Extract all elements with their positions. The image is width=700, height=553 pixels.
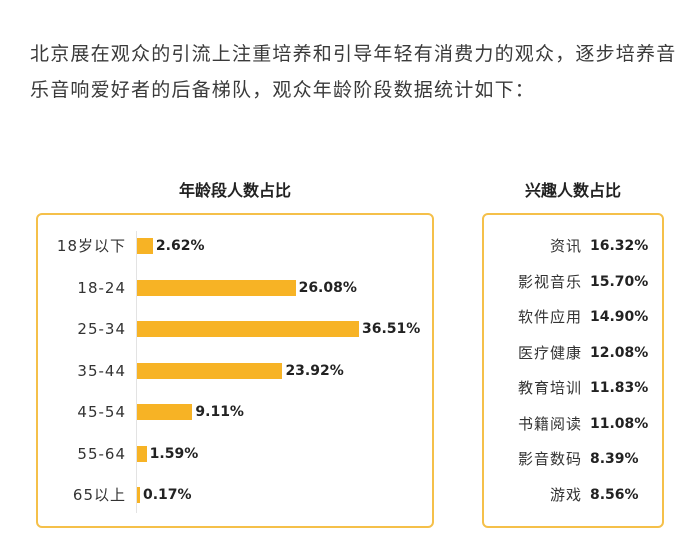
intro-paragraph: 北京展在观众的引流上注重培养和引导年轻有消费力的观众，逐步培养音乐音响爱好者的后… bbox=[30, 43, 677, 101]
interest-value: 11.08% bbox=[590, 415, 649, 432]
interest-value: 14.90% bbox=[590, 309, 649, 325]
age-category-label: 25-34 bbox=[77, 320, 126, 338]
interest-value: 16.32% bbox=[590, 238, 649, 254]
age-bar bbox=[137, 238, 153, 254]
interest-label: 影音数码 bbox=[517, 450, 582, 468]
interest-label: 软件应用 bbox=[517, 308, 582, 326]
age-row: 65以上 0.17% bbox=[38, 484, 432, 506]
age-row: 35-44 23.92% bbox=[38, 360, 432, 382]
interest-value: 8.56% bbox=[590, 486, 639, 503]
interest-row: 游戏 8.56% bbox=[484, 484, 662, 506]
interest-label: 游戏 bbox=[549, 485, 582, 504]
interest-value: 12.08% bbox=[590, 344, 649, 361]
interest-row: 教育培训 11.83% bbox=[484, 377, 662, 399]
age-category-label: 55-64 bbox=[77, 444, 126, 463]
interest-row: 书籍阅读 11.08% bbox=[484, 413, 662, 435]
interest-value: 8.39% bbox=[590, 451, 639, 467]
age-value-label: 26.08% bbox=[298, 279, 357, 296]
interest-value: 11.83% bbox=[590, 380, 649, 396]
age-chart-panel: 18岁以下 2.62% 18-24 26.08% 25-34 36.51% 35-44 23.… bbox=[36, 213, 434, 528]
age-row: 45-54 9.11% bbox=[38, 401, 432, 423]
age-value-label: 0.17% bbox=[143, 487, 192, 503]
age-value-label: 9.11% bbox=[195, 404, 244, 420]
age-value-label: 2.62% bbox=[155, 238, 205, 254]
age-category-label: 18岁以下 bbox=[56, 237, 126, 255]
age-value-label: 23.92% bbox=[285, 362, 344, 379]
age-bar bbox=[137, 362, 283, 379]
age-row: 18岁以下 2.62% bbox=[38, 235, 432, 257]
age-bar bbox=[137, 321, 359, 337]
age-row: 55-64 1.59% bbox=[38, 443, 432, 465]
interest-row: 医疗健康 12.08% bbox=[484, 342, 662, 364]
age-bar bbox=[137, 279, 296, 296]
age-value-label: 36.51% bbox=[362, 321, 421, 337]
chart-axis-line bbox=[136, 231, 137, 513]
interest-table-panel: 资讯 16.32% 影视音乐 15.70% 软件应用 14.90% 医疗健康 12.08% 教育… bbox=[482, 213, 664, 528]
age-value-label: 1.59% bbox=[149, 445, 199, 462]
age-bar bbox=[137, 487, 140, 503]
interest-label: 影视音乐 bbox=[517, 272, 582, 291]
interest-value: 15.70% bbox=[590, 273, 649, 290]
interest-row: 资讯 16.32% bbox=[484, 235, 662, 257]
age-bar bbox=[137, 404, 193, 420]
age-category-label: 45-54 bbox=[77, 403, 126, 421]
age-chart-title: 年龄段人数占比 bbox=[178, 181, 291, 200]
age-bar bbox=[137, 445, 147, 462]
interest-row: 影视音乐 15.70% bbox=[484, 271, 662, 293]
age-row: 18-24 26.08% bbox=[38, 277, 432, 299]
age-row: 25-34 36.51% bbox=[38, 318, 432, 340]
interest-label: 医疗健康 bbox=[517, 343, 582, 362]
interest-table-title: 兴趣人数占比 bbox=[524, 181, 621, 200]
interest-label: 资讯 bbox=[549, 237, 582, 255]
interest-row: 影音数码 8.39% bbox=[484, 448, 662, 470]
age-category-label: 65以上 bbox=[72, 486, 126, 504]
interest-label: 书籍阅读 bbox=[517, 414, 582, 433]
age-category-label: 18-24 bbox=[77, 278, 126, 297]
interest-row: 软件应用 14.90% bbox=[484, 306, 662, 328]
interest-label: 教育培训 bbox=[517, 379, 582, 397]
age-category-label: 35-44 bbox=[77, 361, 126, 380]
